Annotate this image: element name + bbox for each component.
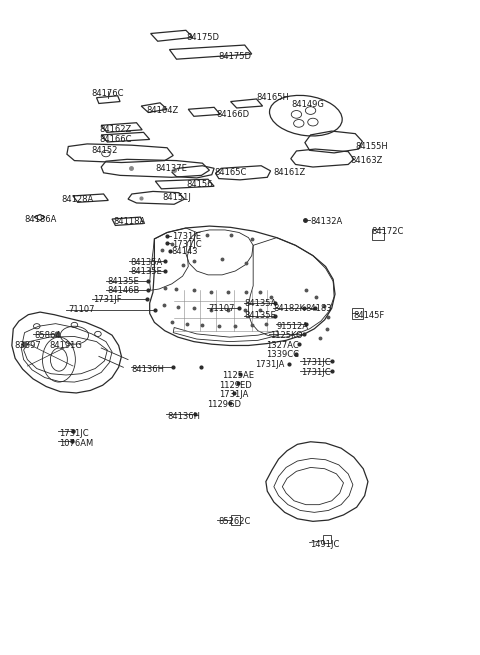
Text: 1731JC: 1731JC: [301, 358, 331, 367]
Text: 84135A: 84135A: [131, 257, 163, 267]
Text: 84152: 84152: [92, 147, 118, 155]
Text: 84176C: 84176C: [92, 88, 124, 98]
Text: 84162Z: 84162Z: [99, 125, 131, 134]
Text: 1731JF: 1731JF: [93, 295, 122, 305]
Text: 84146B: 84146B: [108, 286, 140, 295]
Text: 84165H: 84165H: [256, 93, 289, 102]
Text: 84166C: 84166C: [99, 135, 132, 144]
Text: 1731JC: 1731JC: [59, 429, 88, 438]
Text: 84137E: 84137E: [156, 164, 187, 173]
Text: 84143: 84143: [172, 247, 198, 256]
Text: 83397: 83397: [14, 341, 41, 350]
Text: 1731JC: 1731JC: [301, 368, 331, 377]
Text: 84135E: 84135E: [108, 277, 139, 286]
Text: 84136H: 84136H: [167, 411, 200, 421]
Text: 1731JE: 1731JE: [172, 232, 201, 241]
Text: 1129ED: 1129ED: [219, 381, 252, 390]
Text: 1125AE: 1125AE: [222, 371, 254, 380]
Text: 84149G: 84149G: [292, 100, 324, 109]
Text: 84155H: 84155H: [355, 142, 388, 151]
Text: 1731JC: 1731JC: [172, 240, 202, 248]
Text: 84136H: 84136H: [132, 365, 165, 374]
Text: 71107: 71107: [208, 304, 235, 312]
Text: 1731JA: 1731JA: [255, 360, 285, 369]
Text: 84161Z: 84161Z: [273, 168, 305, 177]
Text: 84186A: 84186A: [24, 215, 57, 224]
Text: 84191G: 84191G: [49, 341, 83, 350]
Text: 85864: 85864: [34, 331, 60, 340]
Text: 84165C: 84165C: [214, 168, 247, 177]
Text: 84128A: 84128A: [61, 195, 94, 204]
Text: 1129GD: 1129GD: [207, 400, 241, 409]
Text: 84172C: 84172C: [372, 227, 404, 236]
Text: 71107: 71107: [68, 305, 95, 314]
Text: 84118A: 84118A: [113, 217, 145, 226]
Text: 84132A: 84132A: [311, 217, 343, 226]
Text: 1076AM: 1076AM: [59, 439, 93, 447]
Text: 84175D: 84175D: [219, 52, 252, 61]
Text: 84135E: 84135E: [245, 311, 276, 320]
Text: 84183: 84183: [306, 304, 333, 312]
Text: 84135A: 84135A: [245, 299, 277, 308]
Text: 84145F: 84145F: [353, 311, 384, 320]
Text: 84175D: 84175D: [186, 33, 219, 42]
Text: 84164Z: 84164Z: [146, 106, 178, 115]
Text: 1731JA: 1731JA: [219, 390, 248, 400]
Text: 84135E: 84135E: [131, 267, 163, 276]
Text: 84166D: 84166D: [216, 110, 250, 119]
Text: 84182K: 84182K: [274, 304, 306, 312]
Text: 1339CC: 1339CC: [266, 350, 299, 359]
Text: 85262C: 85262C: [219, 517, 251, 526]
Text: 91512A: 91512A: [276, 322, 309, 331]
Text: 84151J: 84151J: [162, 193, 191, 202]
Text: 84156: 84156: [186, 181, 213, 189]
Text: 1491JC: 1491JC: [311, 540, 340, 549]
Text: 1327AC: 1327AC: [266, 341, 299, 350]
Text: 84163Z: 84163Z: [350, 156, 383, 165]
Text: 1125KO: 1125KO: [271, 331, 303, 340]
